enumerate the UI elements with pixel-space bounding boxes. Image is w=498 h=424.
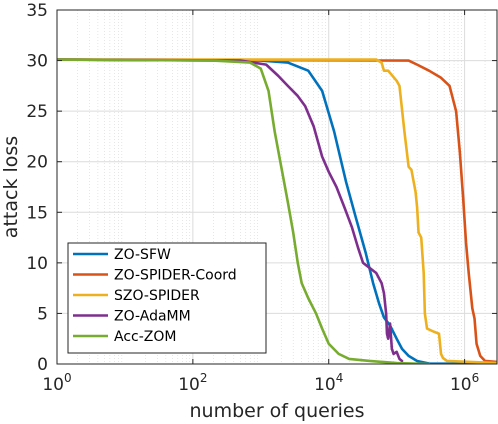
legend-box xyxy=(67,242,267,354)
plot-frame xyxy=(56,9,498,365)
y-tick-label: 0 xyxy=(37,355,48,375)
series-lines xyxy=(57,58,497,364)
legend-label: SZO-SPIDER xyxy=(114,288,200,304)
y-tick-label: 15 xyxy=(26,203,48,223)
legend-items: ZO-SFW ZO-SPIDER-Coord SZO-SPIDER ZO-AdaMM A… xyxy=(73,247,237,345)
y-tick-label: 20 xyxy=(26,153,48,173)
legend-label: ZO-SPIDER-Coord xyxy=(114,268,237,284)
legend-label: Acc-ZOM xyxy=(114,329,176,345)
x-tick-labels: 100 102 104 106 xyxy=(42,371,479,395)
series-line-3 xyxy=(57,58,497,364)
legend: ZO-SFW ZO-SPIDER-Coord SZO-SPIDER ZO-AdaMM A… xyxy=(67,242,267,354)
series-line-4 xyxy=(57,58,404,363)
y-tick-label: 30 xyxy=(26,52,48,72)
x-tick-label: 102 xyxy=(178,371,207,395)
x-tick-label: 104 xyxy=(314,371,343,395)
series-line-1 xyxy=(57,58,497,364)
legend-label: ZO-SFW xyxy=(114,247,171,263)
legend-label: ZO-AdaMM xyxy=(114,309,191,325)
x-tick-label: 106 xyxy=(450,371,479,395)
y-tick-label: 25 xyxy=(26,102,48,122)
y-tick-label: 35 xyxy=(26,1,48,21)
y-tick-label: 10 xyxy=(26,254,48,274)
y-tick-label: 5 xyxy=(37,304,48,324)
x-tick-label: 100 xyxy=(42,371,71,395)
y-tick-labels: 0 5 10 15 20 25 30 35 xyxy=(26,1,48,375)
series-line-5 xyxy=(57,58,431,364)
series-line-2 xyxy=(57,58,497,364)
y-axis-title: attack loss xyxy=(0,136,22,238)
x-axis-title: number of queries xyxy=(189,400,364,422)
axis-ticks xyxy=(56,9,497,365)
